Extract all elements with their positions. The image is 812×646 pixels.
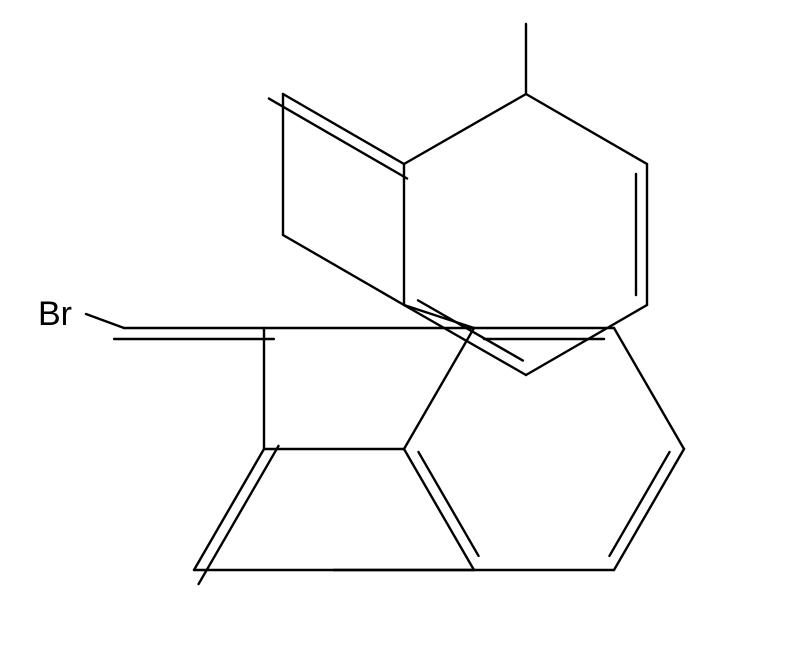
molecule-diagram: Br	[0, 0, 812, 646]
bond	[614, 449, 684, 570]
bond	[609, 452, 669, 556]
bond	[283, 94, 404, 164]
bond	[86, 314, 124, 328]
bond	[269, 99, 407, 179]
atom-label: Br	[38, 295, 72, 333]
bond	[418, 300, 523, 360]
bond	[404, 449, 474, 570]
bond	[199, 446, 279, 584]
bond	[614, 328, 684, 449]
bond	[404, 328, 474, 449]
bond	[526, 94, 647, 164]
bond	[418, 452, 478, 556]
bond	[194, 449, 264, 570]
bond	[404, 94, 526, 164]
bond	[283, 235, 404, 305]
